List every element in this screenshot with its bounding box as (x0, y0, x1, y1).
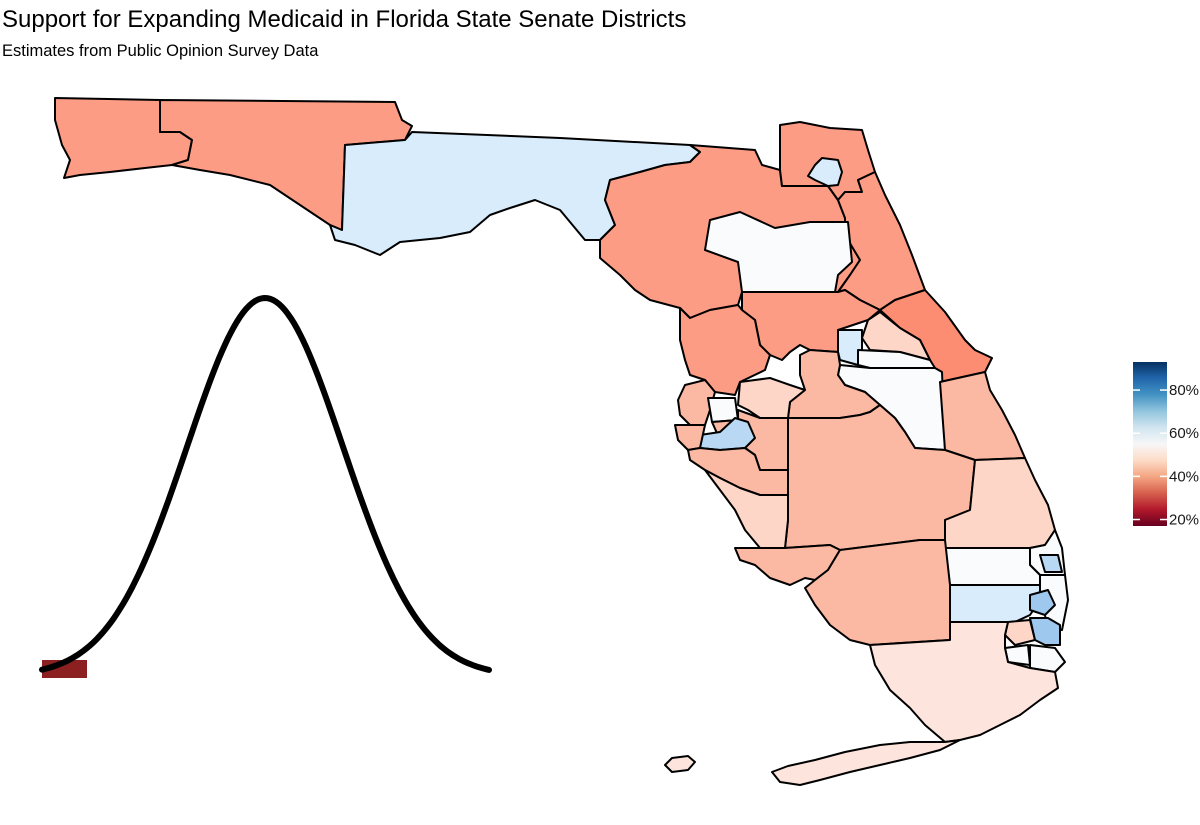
distribution-curve (39, 294, 492, 673)
district-sarasota[interactable] (704, 469, 789, 549)
legend-label: 60% (1169, 425, 1199, 442)
district-jacksonville-core[interactable] (807, 157, 843, 187)
district-miami-blue[interactable] (1029, 617, 1061, 646)
legend-label: 40% (1169, 468, 1199, 485)
legend-label: 80% (1169, 382, 1199, 399)
district-miami-south[interactable] (1029, 644, 1066, 673)
district-keys[interactable] (771, 739, 961, 786)
district-everglades[interactable] (869, 621, 1059, 743)
district-keys-islet[interactable] (664, 755, 696, 773)
district-palm-beach-small[interactable] (1039, 554, 1063, 573)
district-broward-blue[interactable] (1029, 589, 1056, 616)
district-gainesville[interactable] (704, 211, 853, 293)
district-collier-hendry[interactable] (804, 539, 951, 646)
district-pinellas-south[interactable] (674, 424, 706, 451)
district-palm-beach-inland[interactable] (944, 547, 1041, 586)
district-space-coast[interactable] (939, 371, 1026, 461)
district-palm-beach-south[interactable] (949, 584, 1041, 623)
district-northeast-coast[interactable] (837, 171, 926, 311)
district-pasco[interactable] (737, 377, 806, 419)
map-subtitle: Estimates from Public Opinion Survey Dat… (2, 42, 319, 60)
map-title: Support for Expanding Medicaid in Florid… (2, 6, 687, 33)
district-panhandle-central[interactable] (159, 99, 413, 231)
legend-colorbar (1133, 362, 1167, 526)
legend: 20% 40% 60% 80% (1133, 362, 1199, 529)
district-nature-coast[interactable] (679, 304, 771, 396)
legend-label: 20% (1169, 512, 1199, 529)
